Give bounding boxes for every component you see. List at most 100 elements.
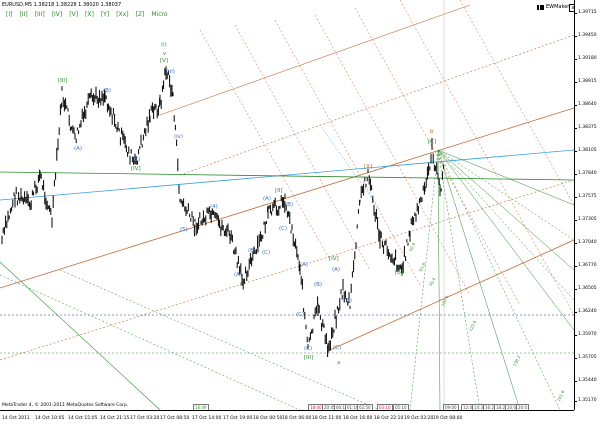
wave-label[interactable]: v — [163, 51, 167, 57]
time-label: 17 Oct 08:50 — [160, 416, 190, 421]
time-axis[interactable]: 14 Oct 2011 14 Oct 10:05 14 Oct 15:05 14… — [0, 410, 574, 424]
channel-line-green[interactable] — [0, 261, 161, 410]
price-label: 1.38105 — [574, 148, 597, 153]
logo-icon — [537, 4, 544, 10]
wave-label[interactable]: (4) — [210, 204, 218, 210]
wave-label[interactable]: (C) — [296, 312, 305, 318]
wave-label[interactable]: (B) — [103, 88, 112, 94]
price-label: 1.38915 — [574, 79, 597, 84]
time-label: 19 Oct 03:20 — [404, 416, 434, 421]
toolbar-button-wave-v[interactable]: [V] — [69, 11, 79, 18]
time-label: 14 Oct 10:05 — [35, 416, 65, 421]
wave-label[interactable]: (5) — [180, 227, 188, 233]
toolbar-button-micro[interactable]: Micro — [151, 11, 168, 18]
fib-fan-green[interactable] — [409, 149, 574, 410]
copyright-text: MetaTrader 4, © 2001-2011 MetaQuotes Sof… — [2, 403, 129, 408]
price-bars — [1, 66, 445, 357]
wave-label[interactable]: (C) — [304, 346, 313, 352]
price-label: 1.39715 — [574, 10, 597, 15]
wave-label[interactable]: a — [337, 360, 341, 366]
channel-line-brown[interactable] — [159, 4, 471, 116]
wave-label[interactable]: (A) — [234, 272, 243, 278]
channel-line-brown[interactable] — [329, 239, 574, 351]
wave-label[interactable]: (B) — [248, 248, 257, 254]
chart-title: EURUSD,M5 1.38218 1.38228 1.38020 1.3803… — [2, 2, 122, 8]
wave-label[interactable]: (A) — [300, 262, 309, 268]
fan-line-brown[interactable] — [274, 19, 421, 286]
fib-fan-line — [437, 149, 574, 301]
fib-fan-line — [437, 149, 574, 271]
price-label: 1.39450 — [574, 33, 597, 38]
channel-line-brown[interactable] — [0, 179, 574, 361]
time-label: 18 Oct 00:50 — [253, 416, 283, 421]
price-label: 1.37575 — [574, 194, 597, 199]
fib-fan-line — [437, 149, 561, 410]
fib-fan-line — [437, 149, 521, 410]
price-chart[interactable] — [0, 0, 574, 410]
wave-label[interactable]: (i) — [161, 42, 167, 48]
time-label: 14 Oct 15:05 — [68, 416, 98, 421]
price-label: 1.35970 — [574, 332, 597, 337]
time-label: 18 Oct 22:10 — [374, 416, 404, 421]
time-label: 14 Oct 21:15 — [100, 416, 130, 421]
wave-label[interactable]: (C) — [279, 226, 288, 232]
toolbar-button-wave-iv[interactable]: [IV] — [51, 11, 63, 18]
wave-label[interactable]: [C] — [428, 139, 437, 145]
wave-label[interactable]: b — [430, 129, 434, 135]
price-label: 1.37840 — [574, 171, 597, 176]
channel-line-brown[interactable] — [179, 34, 574, 176]
channel-line-brown[interactable] — [0, 107, 574, 289]
wave-label[interactable]: [III] — [58, 78, 68, 84]
fan-line-brown[interactable] — [199, 29, 331, 261]
toolbar-button-wave-iii[interactable]: [III] — [34, 11, 45, 18]
channel-line-green[interactable] — [0, 274, 301, 410]
wave-label[interactable]: [IV] — [329, 256, 339, 262]
wave-label[interactable]: (A) — [74, 146, 83, 152]
price-label: 1.36770 — [574, 263, 597, 268]
wave-label[interactable]: [X] — [364, 164, 373, 170]
wave-label[interactable]: (iv) — [174, 134, 184, 140]
toolbar-button-wave-z[interactable]: [Z] — [135, 11, 145, 18]
time-label: 19 Oct 08:00 — [433, 416, 463, 421]
horizontal-line-green[interactable] — [0, 171, 574, 181]
toolbar-button-wave-y[interactable]: [Y] — [100, 11, 110, 18]
wave-label[interactable]: [B] — [395, 270, 404, 276]
wave-label[interactable]: (C) — [132, 157, 141, 163]
wave-label[interactable]: (B) — [314, 282, 323, 288]
wave-label[interactable]: (C) — [333, 345, 342, 351]
toolbar-button-wave-ii[interactable]: [II] — [19, 11, 28, 18]
wave-label[interactable]: (A) — [263, 196, 272, 202]
fan-line-brown[interactable] — [314, 14, 471, 296]
wave-label[interactable]: (B) — [285, 202, 294, 208]
wave-label[interactable]: (B) — [344, 298, 353, 304]
wave-label[interactable]: I — [240, 282, 242, 288]
price-label: 1.35170 — [574, 398, 597, 403]
price-axis[interactable]: 1.39715 1.39450 1.39180 1.38915 1.38640 … — [574, 0, 600, 410]
toolbar-button-wave-x[interactable]: [X] — [85, 11, 94, 18]
fan-line-brown[interactable] — [234, 24, 371, 271]
price-label: 1.35705 — [574, 355, 597, 360]
wave-label[interactable]: (C) — [262, 250, 271, 256]
fib-fan-line — [437, 149, 574, 241]
toolbar-button-wave-xx[interactable]: [Xx] — [116, 11, 129, 18]
fan-line-brown[interactable] — [354, 7, 521, 306]
wave-label[interactable]: (iii) — [166, 69, 175, 75]
wave-toolbar: [I] [II] [III] [IV] [V] [X] [Y] [Xx] [Z]… — [6, 10, 168, 22]
time-label: 14 Oct 2011 — [2, 416, 30, 421]
wave-label[interactable]: [IV] — [131, 166, 141, 172]
wave-label[interactable]: [II] — [275, 188, 283, 194]
price-label: 1.37040 — [574, 240, 597, 245]
fib-fan-line — [437, 149, 481, 410]
ewmaker-logo: EWMaker — [537, 4, 569, 10]
wave-label[interactable]: [III] — [304, 355, 314, 361]
price-label: 1.35440 — [574, 378, 597, 383]
price-label: 1.38640 — [574, 102, 597, 107]
channel-line-green[interactable] — [59, 269, 381, 410]
toolbar-button-wave-i[interactable]: [I] — [6, 11, 13, 18]
fan-line-brown[interactable] — [459, 0, 574, 206]
wave-label[interactable]: (A) — [332, 267, 341, 273]
time-label: 18 Oct 11:00 — [312, 416, 342, 421]
trendline-blue[interactable] — [0, 149, 574, 201]
wave-label[interactable]: [V] — [160, 58, 169, 64]
